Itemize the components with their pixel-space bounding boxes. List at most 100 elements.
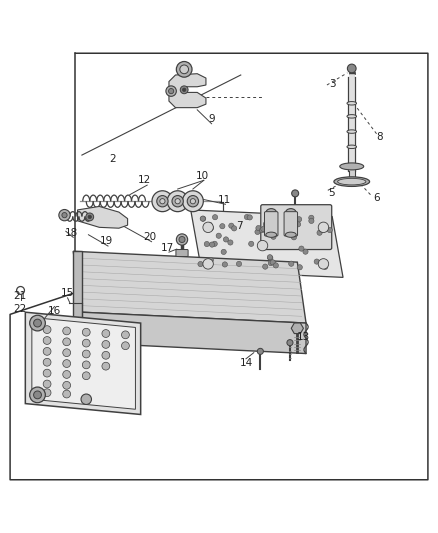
Circle shape — [172, 196, 184, 207]
Circle shape — [297, 265, 302, 270]
Circle shape — [263, 264, 268, 269]
FancyBboxPatch shape — [265, 212, 278, 236]
FancyBboxPatch shape — [261, 205, 332, 249]
Circle shape — [247, 215, 252, 220]
Circle shape — [102, 362, 110, 370]
Text: 10: 10 — [196, 171, 209, 181]
Ellipse shape — [347, 115, 357, 118]
Circle shape — [177, 234, 187, 245]
Circle shape — [82, 339, 90, 347]
Circle shape — [207, 222, 212, 228]
Circle shape — [63, 338, 71, 346]
Circle shape — [249, 241, 254, 246]
Circle shape — [43, 389, 51, 397]
Ellipse shape — [347, 102, 357, 105]
Circle shape — [204, 241, 209, 247]
Circle shape — [257, 240, 268, 251]
Circle shape — [43, 326, 51, 334]
Polygon shape — [25, 312, 141, 415]
Ellipse shape — [334, 177, 370, 187]
Circle shape — [268, 261, 273, 266]
Circle shape — [303, 249, 308, 254]
Circle shape — [309, 219, 314, 223]
Text: 17: 17 — [161, 243, 174, 253]
Circle shape — [203, 222, 213, 232]
Circle shape — [270, 260, 276, 265]
Circle shape — [121, 342, 129, 350]
Circle shape — [244, 214, 250, 220]
Circle shape — [299, 246, 304, 251]
Circle shape — [17, 287, 25, 294]
Circle shape — [81, 394, 92, 405]
Text: 20: 20 — [144, 232, 157, 242]
Circle shape — [203, 259, 213, 269]
Circle shape — [289, 261, 294, 266]
Circle shape — [264, 222, 269, 228]
Text: 19: 19 — [100, 236, 113, 246]
Circle shape — [208, 257, 213, 263]
Circle shape — [229, 223, 234, 228]
Circle shape — [43, 380, 51, 388]
Circle shape — [43, 336, 51, 344]
Circle shape — [201, 216, 206, 221]
Polygon shape — [291, 323, 304, 334]
Circle shape — [322, 264, 328, 270]
Circle shape — [34, 391, 42, 399]
Circle shape — [63, 370, 71, 378]
Circle shape — [237, 261, 242, 266]
Circle shape — [157, 196, 168, 207]
Circle shape — [347, 64, 356, 73]
Text: 12: 12 — [138, 175, 151, 185]
Circle shape — [183, 88, 186, 92]
Circle shape — [102, 351, 110, 359]
Circle shape — [43, 369, 51, 377]
Circle shape — [220, 223, 225, 229]
Circle shape — [82, 350, 90, 358]
Circle shape — [221, 249, 226, 254]
Circle shape — [271, 234, 276, 239]
Circle shape — [183, 191, 203, 212]
Circle shape — [319, 227, 325, 232]
Ellipse shape — [286, 232, 296, 237]
Ellipse shape — [347, 130, 357, 133]
Circle shape — [261, 227, 266, 231]
Circle shape — [187, 196, 198, 207]
Circle shape — [63, 382, 71, 389]
Circle shape — [209, 242, 215, 247]
Ellipse shape — [338, 179, 366, 185]
Circle shape — [152, 191, 173, 212]
Circle shape — [121, 331, 129, 339]
Circle shape — [207, 225, 212, 230]
Circle shape — [166, 86, 177, 96]
Text: 7: 7 — [237, 221, 243, 231]
Circle shape — [82, 361, 90, 369]
Circle shape — [30, 315, 46, 331]
Circle shape — [160, 199, 165, 204]
Ellipse shape — [340, 163, 364, 170]
Circle shape — [82, 328, 90, 336]
Circle shape — [82, 372, 90, 379]
Text: 14: 14 — [239, 358, 253, 368]
Polygon shape — [73, 251, 82, 343]
Circle shape — [200, 216, 205, 221]
Polygon shape — [191, 210, 343, 277]
Circle shape — [190, 199, 195, 204]
Circle shape — [327, 228, 332, 233]
Circle shape — [208, 225, 214, 231]
Polygon shape — [82, 312, 306, 353]
Circle shape — [321, 263, 326, 268]
Circle shape — [255, 229, 260, 235]
Circle shape — [319, 260, 325, 265]
Circle shape — [167, 191, 188, 212]
Circle shape — [63, 390, 71, 398]
Circle shape — [309, 215, 314, 221]
Polygon shape — [32, 318, 135, 409]
Text: 21: 21 — [13, 291, 26, 301]
Circle shape — [228, 240, 233, 245]
Ellipse shape — [266, 208, 277, 217]
Text: 15: 15 — [61, 288, 74, 298]
Text: 5: 5 — [328, 188, 335, 198]
Circle shape — [317, 230, 322, 236]
Polygon shape — [78, 206, 127, 228]
Circle shape — [177, 61, 192, 77]
